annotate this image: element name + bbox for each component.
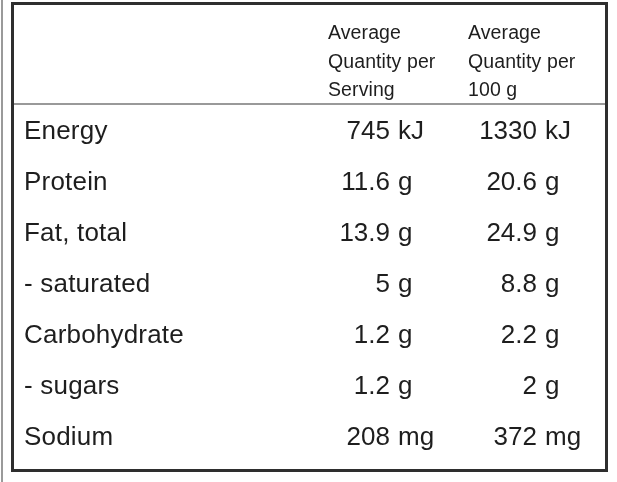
row-label: Protein [24, 166, 312, 197]
per-100g-value: 2 [460, 370, 537, 401]
header-line: Average [468, 18, 597, 47]
row-label: Carbohydrate [24, 319, 312, 350]
per-100g-unit: mg [545, 421, 597, 452]
per-100g-value: 2.2 [460, 319, 537, 350]
header-line: Average [328, 18, 452, 47]
serving-unit: g [398, 319, 452, 350]
per-100g-value: 1330 [460, 115, 537, 146]
row-label: - saturated [24, 268, 312, 299]
serving-unit: mg [398, 421, 452, 452]
per-100g-value: 8.8 [460, 268, 537, 299]
per-100g-unit: kJ [545, 115, 597, 146]
per-100g-unit: g [545, 370, 597, 401]
table-row-energy: Energy 745 kJ 1330 kJ [14, 105, 605, 156]
table-row-fat-total: Fat, total 13.9 g 24.9 g [14, 207, 605, 258]
serving-value: 208 [320, 421, 390, 452]
per-100g-value: 372 [460, 421, 537, 452]
header-line: Quantity per [328, 47, 452, 76]
per-100g-value: 24.9 [460, 217, 537, 248]
per-100g-unit: g [545, 319, 597, 350]
header-line: Quantity per [468, 47, 597, 76]
table-row-sodium: Sodium 208 mg 372 mg [14, 411, 605, 462]
serving-unit: g [398, 370, 452, 401]
serving-unit: kJ [398, 115, 452, 146]
serving-unit: g [398, 217, 452, 248]
nutrition-label-scan: Average Quantity per Serving Average Qua… [0, 0, 617, 482]
per-100g-unit: g [545, 166, 597, 197]
row-label: Sodium [24, 421, 312, 452]
table-row-protein: Protein 11.6 g 20.6 g [14, 156, 605, 207]
serving-value: 11.6 [320, 166, 390, 197]
header-line: Serving [328, 75, 452, 104]
serving-value: 1.2 [320, 370, 390, 401]
serving-value: 5 [320, 268, 390, 299]
serving-unit: g [398, 166, 452, 197]
serving-unit: g [398, 268, 452, 299]
serving-value: 13.9 [320, 217, 390, 248]
row-label: - sugars [24, 370, 312, 401]
serving-value: 1.2 [320, 319, 390, 350]
page-edge-artifact-line [1, 0, 3, 482]
nutrition-information-panel: Average Quantity per Serving Average Qua… [11, 2, 608, 472]
row-label: Fat, total [24, 217, 312, 248]
table-row-saturated: - saturated 5 g 8.8 g [14, 258, 605, 309]
table-row-sugars: - sugars 1.2 g 2 g [14, 360, 605, 411]
table-header-row: Average Quantity per Serving Average Qua… [14, 5, 605, 105]
serving-value: 745 [320, 115, 390, 146]
column-header-per-100g: Average Quantity per 100 g [460, 18, 597, 104]
header-line: 100 g [468, 75, 597, 104]
per-100g-value: 20.6 [460, 166, 537, 197]
per-100g-unit: g [545, 217, 597, 248]
table-row-carbohydrate: Carbohydrate 1.2 g 2.2 g [14, 309, 605, 360]
row-label: Energy [24, 115, 312, 146]
column-header-per-serving: Average Quantity per Serving [320, 18, 452, 104]
per-100g-unit: g [545, 268, 597, 299]
